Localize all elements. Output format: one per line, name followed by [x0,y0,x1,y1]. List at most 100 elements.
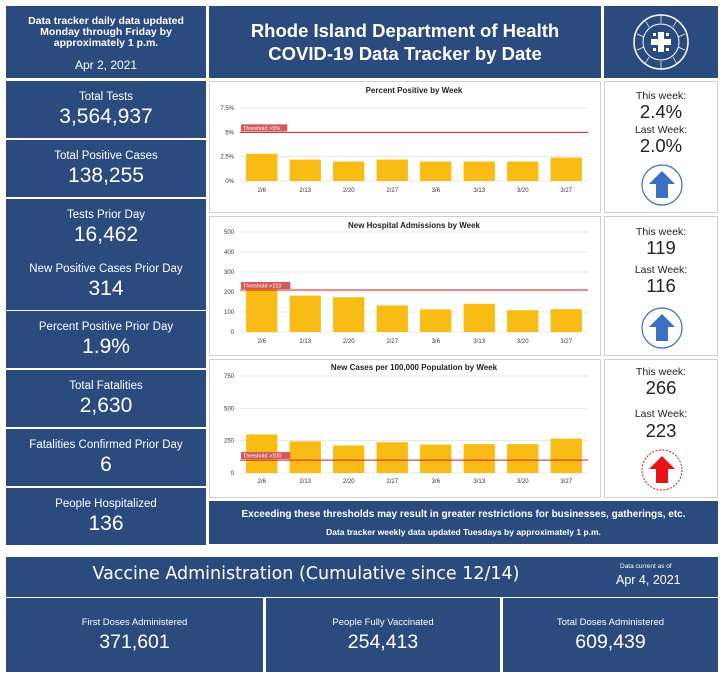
threshold-label: Threshold >5% [243,126,280,132]
bar [550,157,582,181]
daily-update-note: Data tracker daily data updated Monday t… [28,15,184,49]
stat-total-tests: Total Tests 3,564,937 [6,81,206,138]
ri-health-seal-icon [633,14,689,70]
weekly-compare-cases-per-100k: This week: 266 Last Week: 223 [604,359,718,498]
x-tick-label: 2/20 [343,188,355,194]
vaccine-card-first-doses: First Doses Administered 371,601 [6,598,263,672]
bar [463,303,495,332]
x-tick-label: 3/27 [560,188,572,194]
this-week-value: 2.4% [639,101,683,122]
up-arrow-icon [641,307,683,349]
update-info-box: Data tracker daily data updated Monday t… [6,6,206,78]
x-tick-label: 3/6 [432,188,441,194]
bar [420,309,452,332]
vaccine-card-label: People Fully Vaccinated [332,616,434,628]
weekly-update-note: Data tracker weekly data updated Tuesday… [326,527,601,537]
bar [289,159,321,181]
last-week-value: 116 [646,275,676,296]
stat-label: Tests Prior Day [67,209,145,221]
this-week-label: This week: [635,366,687,378]
stat-label: New Positive Cases Prior Day [29,263,183,275]
bar [376,159,408,181]
vaccine-card-label: First Doses Administered [81,616,188,628]
x-tick-label: 2/6 [258,479,267,485]
stat-label: Total Fatalities [69,380,143,392]
y-tick-label: 100 [224,310,235,316]
last-week-label: Last Week: [634,408,688,420]
x-tick-label: 2/13 [299,339,311,345]
x-tick-label: 2/13 [299,479,311,485]
bar [289,441,321,473]
bar [507,310,539,332]
this-week-value: 266 [645,377,677,398]
x-tick-label: 3/13 [473,479,485,485]
stat-value: 6 [100,453,112,476]
last-week-value: 223 [645,420,677,441]
bar [550,438,582,473]
y-tick-label: 0 [231,471,235,477]
vaccine-card-fully-vaccinated: People Fully Vaccinated 254,413 [266,598,500,672]
y-tick-label: 2.5% [220,155,234,161]
y-tick-label: 500 [224,230,235,236]
stat-label: Fatalities Confirmed Prior Day [29,439,183,451]
chart-panel-percent-positive: Percent Positive by Week 0% 2.5% 5% 7.5% 2/6 2… [209,81,601,213]
y-tick-label: 7.5% [220,106,234,112]
x-tick-label: 2/20 [343,479,355,485]
stat-value: 3,564,937 [59,105,153,128]
bar [376,305,408,332]
stat-value: 138,255 [68,164,144,187]
stat-total-positive-cases: Total Positive Cases 138,255 [6,140,206,197]
stat-label: Percent Positive Prior Day [38,321,174,333]
vaccine-card-label: Total Doses Administered [556,616,665,628]
threshold-label: Threshold >100 [243,454,281,460]
report-date: Apr 2, 2021 [74,58,138,72]
x-tick-label: 3/27 [560,339,572,345]
threshold-label-bg [241,282,291,289]
title-line-2: COVID-19 Data Tracker by Date [268,43,542,64]
threshold-note-box: Exceeding these thresholds may result in… [209,501,718,544]
stat-value: 16,462 [73,223,139,246]
vaccine-title: Vaccine Administration (Cumulative since… [92,564,520,584]
bar [550,309,582,332]
bar [333,297,365,332]
data-current-date: Apr 4, 2021 [616,573,681,587]
bar [246,153,278,181]
stat-tests-prior-day: Tests Prior Day 16,462 [6,199,206,256]
y-tick-label: 500 [224,406,235,412]
threshold-label: Threshold >210 [243,284,281,290]
bar [420,444,452,473]
threshold-label-bg [241,124,288,132]
this-week-value: 119 [646,237,676,258]
bar [333,161,365,181]
bar [246,288,278,332]
vaccine-header: Vaccine Administration (Cumulative since… [6,557,718,597]
page-title: Rhode Island Department of Health COVID-… [209,6,601,78]
bar [463,161,495,181]
title-line-1: Rhode Island Department of Health [250,20,560,41]
bar [333,445,365,473]
last-week-value: 2.0% [639,135,683,156]
x-tick-label: 3/20 [517,188,529,194]
y-tick-label: 200 [224,290,235,296]
vaccine-card-value: 609,439 [575,630,646,653]
threshold-label-bg [241,452,291,460]
x-tick-label: 3/6 [432,479,441,485]
x-tick-label: 3/27 [560,479,572,485]
bar [420,161,452,181]
vaccine-card-total-doses: Total Doses Administered 609,439 [503,598,718,672]
chart-panel-cases-per-100k: New Cases per 100,000 Population by Week… [209,359,601,498]
x-tick-label: 2/27 [386,339,398,345]
percent-positive-chart: Percent Positive by Week 0% 2.5% 5% 7.5% 2/6 2… [220,86,588,194]
data-current-label: Data current as of [620,563,672,570]
stat-value: 2,630 [79,394,133,417]
bar [507,161,539,181]
this-week-label: This week: [635,90,687,102]
chart-title: New Cases per 100,000 Population by Week [331,363,498,372]
stat-label: People Hospitalized [55,498,157,510]
y-tick-label: 250 [224,439,235,445]
weekly-compare-percent-positive: This week: 2.4% Last Week: 2.0% [604,81,718,213]
stat-total-fatalities: Total Fatalities 2,630 [6,370,206,427]
logo-box [604,6,718,78]
x-tick-label: 3/20 [517,479,529,485]
stat-value: 314 [88,277,124,300]
